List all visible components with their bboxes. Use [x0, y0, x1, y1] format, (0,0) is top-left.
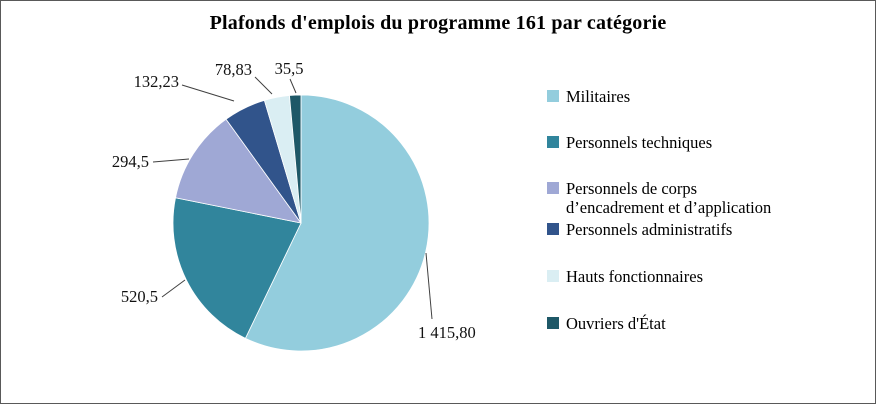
data-label-5: 35,5	[275, 59, 304, 78]
legend-item-0: Militaires	[547, 87, 630, 106]
data-label-2: 294,5	[112, 152, 149, 171]
legend-label-0: Militaires	[566, 87, 631, 106]
data-label-1: 520,5	[121, 287, 158, 306]
legend-label-2: Personnels de corps d’encadrement et d’ap…	[566, 179, 772, 217]
legend-swatch-3	[547, 223, 559, 235]
leader-line-2	[152, 158, 190, 163]
pie-slices	[172, 94, 430, 352]
pie-slice-5	[289, 94, 302, 224]
legend-swatch-2	[547, 182, 559, 194]
leader-line-3	[181, 84, 235, 102]
legend-item-3: Personnels administratifs	[547, 220, 732, 239]
legend-label-4: Hauts fonctionnaires	[566, 267, 704, 286]
data-label-3: 132,23	[134, 72, 179, 91]
legend-swatch-0	[547, 90, 559, 102]
chart-legend: Militaires Personnels techniques Personnel…	[547, 1, 869, 403]
legend-item-2: Personnels de corps d’encadrement et d’ap…	[547, 179, 771, 217]
pie-slice-2	[175, 118, 302, 224]
legend-swatch-1	[547, 136, 559, 148]
pie-slice-0	[244, 94, 430, 352]
legend-item-4: Hauts fonctionnaires	[547, 267, 703, 286]
leader-line-4	[254, 76, 273, 95]
leader-lines	[152, 76, 433, 320]
legend-item-1: Personnels techniques	[547, 133, 712, 152]
pie-slice-1	[172, 197, 302, 339]
leader-line-5	[289, 78, 297, 94]
legend-label-1: Personnels techniques	[566, 133, 713, 152]
data-label-0: 1 415,80	[418, 323, 476, 342]
legend-item-5: Ouvriers d'État	[547, 314, 666, 333]
leader-line-0	[425, 252, 433, 320]
legend-label-5: Ouvriers d'État	[566, 314, 666, 333]
legend-swatch-4	[547, 270, 559, 282]
chart-title: Plafonds d'emplois du programme 161 par …	[209, 12, 667, 34]
leader-line-1	[161, 279, 186, 298]
legend-label-3: Personnels administratifs	[566, 220, 733, 239]
data-labels: 1 415,80 520,5 294,5 132,23 78,83 35,5	[112, 59, 476, 342]
legend-swatch-5	[547, 317, 559, 329]
data-label-4: 78,83	[215, 60, 252, 79]
